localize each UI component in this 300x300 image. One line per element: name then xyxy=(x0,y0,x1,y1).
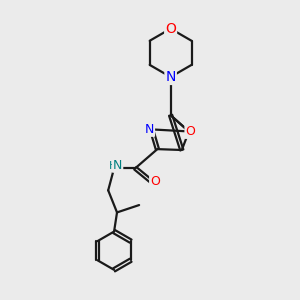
Text: N: N xyxy=(165,70,176,84)
Text: H: H xyxy=(108,161,117,171)
Text: N: N xyxy=(145,123,154,136)
Text: N: N xyxy=(113,159,122,172)
Text: O: O xyxy=(150,175,160,188)
Text: O: O xyxy=(185,125,195,138)
Text: O: O xyxy=(165,22,176,36)
